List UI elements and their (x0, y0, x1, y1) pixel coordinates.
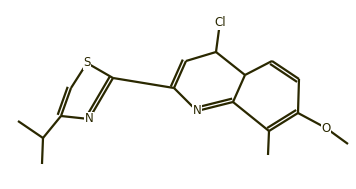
Text: S: S (83, 57, 91, 70)
Text: Cl: Cl (214, 16, 226, 29)
Text: O: O (321, 122, 331, 135)
Text: N: N (85, 112, 93, 125)
Text: N: N (193, 105, 201, 118)
